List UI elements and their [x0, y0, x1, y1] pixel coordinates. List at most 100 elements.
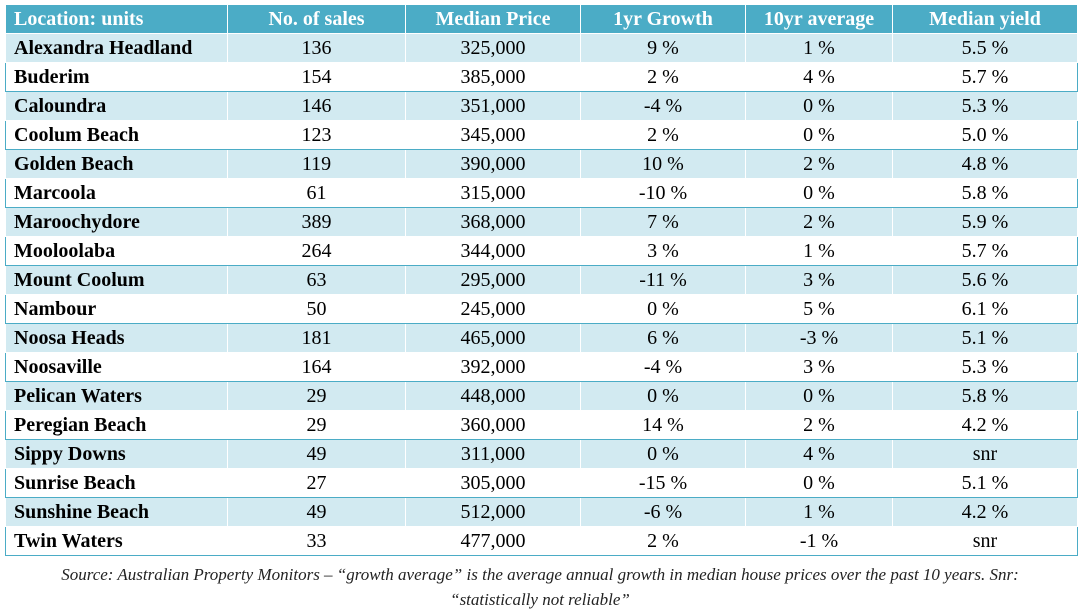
cell-10yr-average: 0 %: [745, 381, 893, 411]
cell-no-of-sales: 63: [227, 265, 406, 295]
cell-1yr-growth: 7 %: [580, 207, 746, 237]
cell-location: Noosaville: [5, 352, 228, 382]
cell-no-of-sales: 123: [227, 120, 406, 150]
cell-10yr-average: 3 %: [745, 265, 893, 295]
cell-location: Nambour: [5, 294, 228, 324]
cell-1yr-growth: -4 %: [580, 91, 746, 121]
cell-median-price: 360,000: [405, 410, 581, 440]
cell-10yr-average: 3 %: [745, 352, 893, 382]
cell-median-yield: 6.1 %: [892, 294, 1078, 324]
cell-median-price: 512,000: [405, 497, 581, 527]
cell-median-price: 390,000: [405, 149, 581, 179]
cell-median-price: 345,000: [405, 120, 581, 150]
cell-median-price: 295,000: [405, 265, 581, 295]
cell-1yr-growth: 6 %: [580, 323, 746, 353]
cell-median-price: 465,000: [405, 323, 581, 353]
cell-10yr-average: 4 %: [745, 62, 893, 92]
cell-location: Pelican Waters: [5, 381, 228, 411]
table-row: Twin Waters 33 477,000 2 % -1 % snr: [5, 526, 1078, 556]
table-body: Alexandra Headland 136 325,000 9 % 1 % 5.5 % B…: [5, 33, 1078, 556]
cell-no-of-sales: 27: [227, 468, 406, 498]
cell-no-of-sales: 50: [227, 294, 406, 324]
table-row: Sunrise Beach 27 305,000 -15 % 0 % 5.1 %: [5, 468, 1078, 498]
cell-median-yield: 5.7 %: [892, 62, 1078, 92]
cell-median-yield: 5.6 %: [892, 265, 1078, 295]
cell-median-yield: 5.8 %: [892, 381, 1078, 411]
table-row: Caloundra 146 351,000 -4 % 0 % 5.3 %: [5, 91, 1078, 121]
cell-median-price: 351,000: [405, 91, 581, 121]
cell-median-yield: 5.7 %: [892, 236, 1078, 266]
cell-10yr-average: 5 %: [745, 294, 893, 324]
cell-no-of-sales: 119: [227, 149, 406, 179]
cell-median-price: 315,000: [405, 178, 581, 208]
cell-median-price: 392,000: [405, 352, 581, 382]
header-10yr-average: 10yr average: [745, 4, 893, 34]
cell-median-yield: 5.1 %: [892, 468, 1078, 498]
cell-median-price: 448,000: [405, 381, 581, 411]
cell-1yr-growth: -4 %: [580, 352, 746, 382]
table-row: Sippy Downs 49 311,000 0 % 4 % snr: [5, 439, 1078, 469]
cell-1yr-growth: 2 %: [580, 526, 746, 556]
cell-1yr-growth: 0 %: [580, 381, 746, 411]
table-row: Buderim 154 385,000 2 % 4 % 5.7 %: [5, 62, 1078, 92]
cell-1yr-growth: -11 %: [580, 265, 746, 295]
cell-location: Maroochydore: [5, 207, 228, 237]
cell-no-of-sales: 33: [227, 526, 406, 556]
cell-median-yield: 5.3 %: [892, 91, 1078, 121]
units-data-table-container: Location: units No. of sales Median Pric…: [5, 4, 1078, 556]
cell-median-yield: 4.2 %: [892, 410, 1078, 440]
cell-10yr-average: 1 %: [745, 33, 893, 63]
cell-location: Alexandra Headland: [5, 33, 228, 63]
cell-no-of-sales: 389: [227, 207, 406, 237]
cell-median-price: 325,000: [405, 33, 581, 63]
cell-10yr-average: 4 %: [745, 439, 893, 469]
cell-median-price: 344,000: [405, 236, 581, 266]
cell-1yr-growth: 0 %: [580, 439, 746, 469]
table-row: Noosaville 164 392,000 -4 % 3 % 5.3 %: [5, 352, 1078, 382]
table-row: Maroochydore 389 368,000 7 % 2 % 5.9 %: [5, 207, 1078, 237]
units-data-table: Location: units No. of sales Median Pric…: [5, 4, 1078, 556]
cell-10yr-average: 1 %: [745, 497, 893, 527]
table-row: Golden Beach 119 390,000 10 % 2 % 4.8 %: [5, 149, 1078, 179]
table-row: Sunshine Beach 49 512,000 -6 % 1 % 4.2 %: [5, 497, 1078, 527]
cell-median-yield: 5.9 %: [892, 207, 1078, 237]
cell-no-of-sales: 154: [227, 62, 406, 92]
cell-10yr-average: -3 %: [745, 323, 893, 353]
table-header-row: Location: units No. of sales Median Pric…: [5, 4, 1078, 34]
cell-1yr-growth: 0 %: [580, 294, 746, 324]
cell-median-price: 245,000: [405, 294, 581, 324]
table-row: Pelican Waters 29 448,000 0 % 0 % 5.8 %: [5, 381, 1078, 411]
header-no-of-sales: No. of sales: [227, 4, 406, 34]
cell-location: Buderim: [5, 62, 228, 92]
cell-location: Coolum Beach: [5, 120, 228, 150]
cell-median-yield: 5.8 %: [892, 178, 1078, 208]
cell-location: Sippy Downs: [5, 439, 228, 469]
cell-10yr-average: 2 %: [745, 410, 893, 440]
cell-1yr-growth: -10 %: [580, 178, 746, 208]
cell-10yr-average: 1 %: [745, 236, 893, 266]
source-note: Source: Australian Property Monitors – “…: [61, 565, 1019, 609]
cell-location: Twin Waters: [5, 526, 228, 556]
cell-median-yield: snr: [892, 526, 1078, 556]
table-row: Mount Coolum 63 295,000 -11 % 3 % 5.6 %: [5, 265, 1078, 295]
header-1yr-growth: 1yr Growth: [580, 4, 746, 34]
cell-location: Peregian Beach: [5, 410, 228, 440]
cell-location: Sunrise Beach: [5, 468, 228, 498]
cell-1yr-growth: -15 %: [580, 468, 746, 498]
cell-median-yield: 5.3 %: [892, 352, 1078, 382]
cell-no-of-sales: 49: [227, 497, 406, 527]
cell-median-yield: 4.2 %: [892, 497, 1078, 527]
header-median-yield: Median yield: [892, 4, 1078, 34]
cell-location: Caloundra: [5, 91, 228, 121]
cell-10yr-average: 0 %: [745, 178, 893, 208]
cell-10yr-average: 0 %: [745, 120, 893, 150]
cell-1yr-growth: 14 %: [580, 410, 746, 440]
cell-location: Sunshine Beach: [5, 497, 228, 527]
cell-1yr-growth: 3 %: [580, 236, 746, 266]
cell-location: Mount Coolum: [5, 265, 228, 295]
table-row: Marcoola 61 315,000 -10 % 0 % 5.8 %: [5, 178, 1078, 208]
cell-1yr-growth: -6 %: [580, 497, 746, 527]
cell-no-of-sales: 29: [227, 410, 406, 440]
cell-10yr-average: 0 %: [745, 91, 893, 121]
cell-no-of-sales: 264: [227, 236, 406, 266]
